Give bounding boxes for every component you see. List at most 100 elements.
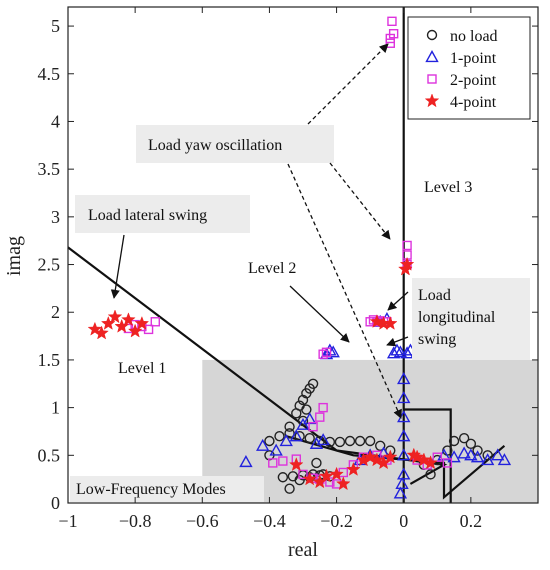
point-4-point-14 xyxy=(302,471,318,486)
x-tick-label: −0.4 xyxy=(253,511,286,531)
point-1-point-24 xyxy=(397,372,411,385)
y-tick-label: 0.5 xyxy=(38,445,61,465)
point-no-load-0 xyxy=(284,483,295,494)
point-2-point-0 xyxy=(143,324,154,335)
point-1-point-3 xyxy=(279,434,293,447)
load-longitudinal-swing-line1: Load xyxy=(418,287,451,304)
point-no-load-30 xyxy=(307,378,319,389)
point-2-point-38 xyxy=(432,452,442,462)
point-2-point-36 xyxy=(315,412,325,422)
point-4-point-6 xyxy=(127,323,143,338)
point-1-point-32 xyxy=(480,453,495,466)
load-yaw-oscillation-label: Load yaw oscillation xyxy=(148,137,282,154)
point-2-point-15 xyxy=(388,29,399,39)
point-4-point-28 xyxy=(406,447,422,462)
point-1-point-7 xyxy=(309,436,324,449)
point-2-point-4 xyxy=(150,317,160,327)
low-frequency-label-box xyxy=(70,476,264,502)
point-2-point-20 xyxy=(268,458,278,468)
arrow-level2-swing xyxy=(289,285,350,343)
y-tick-label: 0 xyxy=(51,493,60,513)
level-3-label: Level 3 xyxy=(424,179,472,196)
point-4-point-19 xyxy=(346,461,361,476)
point-no-load-19 xyxy=(354,435,366,447)
point-1-point-31 xyxy=(470,450,485,463)
point-no-load-14 xyxy=(304,432,315,444)
point-1-point-28 xyxy=(447,450,461,463)
point-4-point-1 xyxy=(94,325,109,340)
point-2-point-23 xyxy=(298,469,308,480)
arrow-yaw-top xyxy=(307,43,389,125)
x-axis-ticks: −1 −0.8 −0.6 −0.4 −0.2 0 0.2 xyxy=(58,7,482,531)
x-tick-label: 0.2 xyxy=(460,511,483,531)
point-no-load-38 xyxy=(472,445,483,456)
point-4-point-2 xyxy=(100,315,116,330)
boundary-line-3 xyxy=(403,408,452,503)
arrow-yaw-mid xyxy=(329,162,391,240)
low-frequency-modes-label: Low-Frequency Modes xyxy=(76,481,226,498)
x-tick-label: −0.8 xyxy=(119,511,152,531)
point-1-point-2 xyxy=(269,443,283,456)
point-no-load-21 xyxy=(375,440,386,451)
point-1-point-21 xyxy=(397,429,411,442)
arrow-lateral-swing xyxy=(110,234,125,299)
point-4-point-21 xyxy=(362,449,378,464)
point-1-point-13 xyxy=(390,343,404,356)
y-axis-ticks: 0 0.5 1 1.5 2 2.5 3 3.5 4 4.5 5 xyxy=(38,16,538,513)
point-no-load-16 xyxy=(324,436,336,448)
point-no-load-31 xyxy=(301,404,312,415)
point-no-load-35 xyxy=(448,435,460,447)
y-axis-label: imag xyxy=(3,236,25,276)
arrow-longitudinal-upper xyxy=(387,291,409,311)
point-no-load-5 xyxy=(287,471,299,482)
point-no-load-17 xyxy=(334,436,346,448)
point-4-point-22 xyxy=(369,452,385,467)
point-2-point-19 xyxy=(402,240,412,251)
point-4-point-8 xyxy=(369,314,385,328)
point-1-point-5 xyxy=(296,417,310,430)
point-2-point-37 xyxy=(318,402,328,413)
axes-frame xyxy=(67,6,539,504)
y-tick-label: 2.5 xyxy=(38,255,61,275)
point-no-load-18 xyxy=(344,435,356,447)
point-1-point-20 xyxy=(397,448,411,461)
point-4-point-24 xyxy=(382,449,398,464)
y-tick-label: 3.5 xyxy=(38,159,61,179)
y-tick-label: 4 xyxy=(51,111,60,131)
legend-label-no-load: no load xyxy=(450,28,498,45)
point-4-point-5 xyxy=(121,312,136,327)
y-tick-label: 3 xyxy=(51,207,60,227)
point-4-point-12 xyxy=(399,256,415,271)
legend-label-2-point: 2-point xyxy=(450,72,497,89)
point-2-point-35 xyxy=(308,421,318,432)
point-4-point-27 xyxy=(423,455,438,470)
point-4-point-3 xyxy=(107,309,123,324)
y-tick-label: 2 xyxy=(51,302,60,322)
y-tick-label: 1.5 xyxy=(38,350,61,370)
point-4-point-17 xyxy=(329,466,344,481)
point-1-point-0 xyxy=(239,455,253,468)
point-1-point-33 xyxy=(491,448,505,461)
point-1-point-8 xyxy=(316,433,330,446)
data-markers xyxy=(87,16,512,499)
load-lateral-swing-label: Load lateral swing xyxy=(88,207,207,224)
x-tick-label: −1 xyxy=(58,511,77,531)
point-1-point-23 xyxy=(397,391,411,404)
y-tick-label: 1 xyxy=(51,398,60,418)
point-2-point-16 xyxy=(387,16,397,27)
point-no-load-39 xyxy=(482,450,493,461)
point-1-point-30 xyxy=(464,448,478,461)
longitudinal-label-box xyxy=(412,278,530,360)
legend-label-1-point: 1-point xyxy=(450,50,497,67)
arrow-longitudinal-lower xyxy=(386,336,409,347)
legend: no load 1-point 2-point 4-point xyxy=(407,16,531,120)
lateral-label-box xyxy=(75,195,250,233)
point-4-point-18 xyxy=(335,476,351,491)
point-1-point-17 xyxy=(393,486,408,499)
y-tick-label: 4.5 xyxy=(38,64,61,84)
point-4-point-4 xyxy=(114,318,130,333)
point-1-point-14 xyxy=(393,345,408,358)
level-1-label: Level 1 xyxy=(118,360,166,377)
x-tick-label: 0 xyxy=(399,511,408,531)
legend-label-4-point: 4-point xyxy=(450,94,497,111)
